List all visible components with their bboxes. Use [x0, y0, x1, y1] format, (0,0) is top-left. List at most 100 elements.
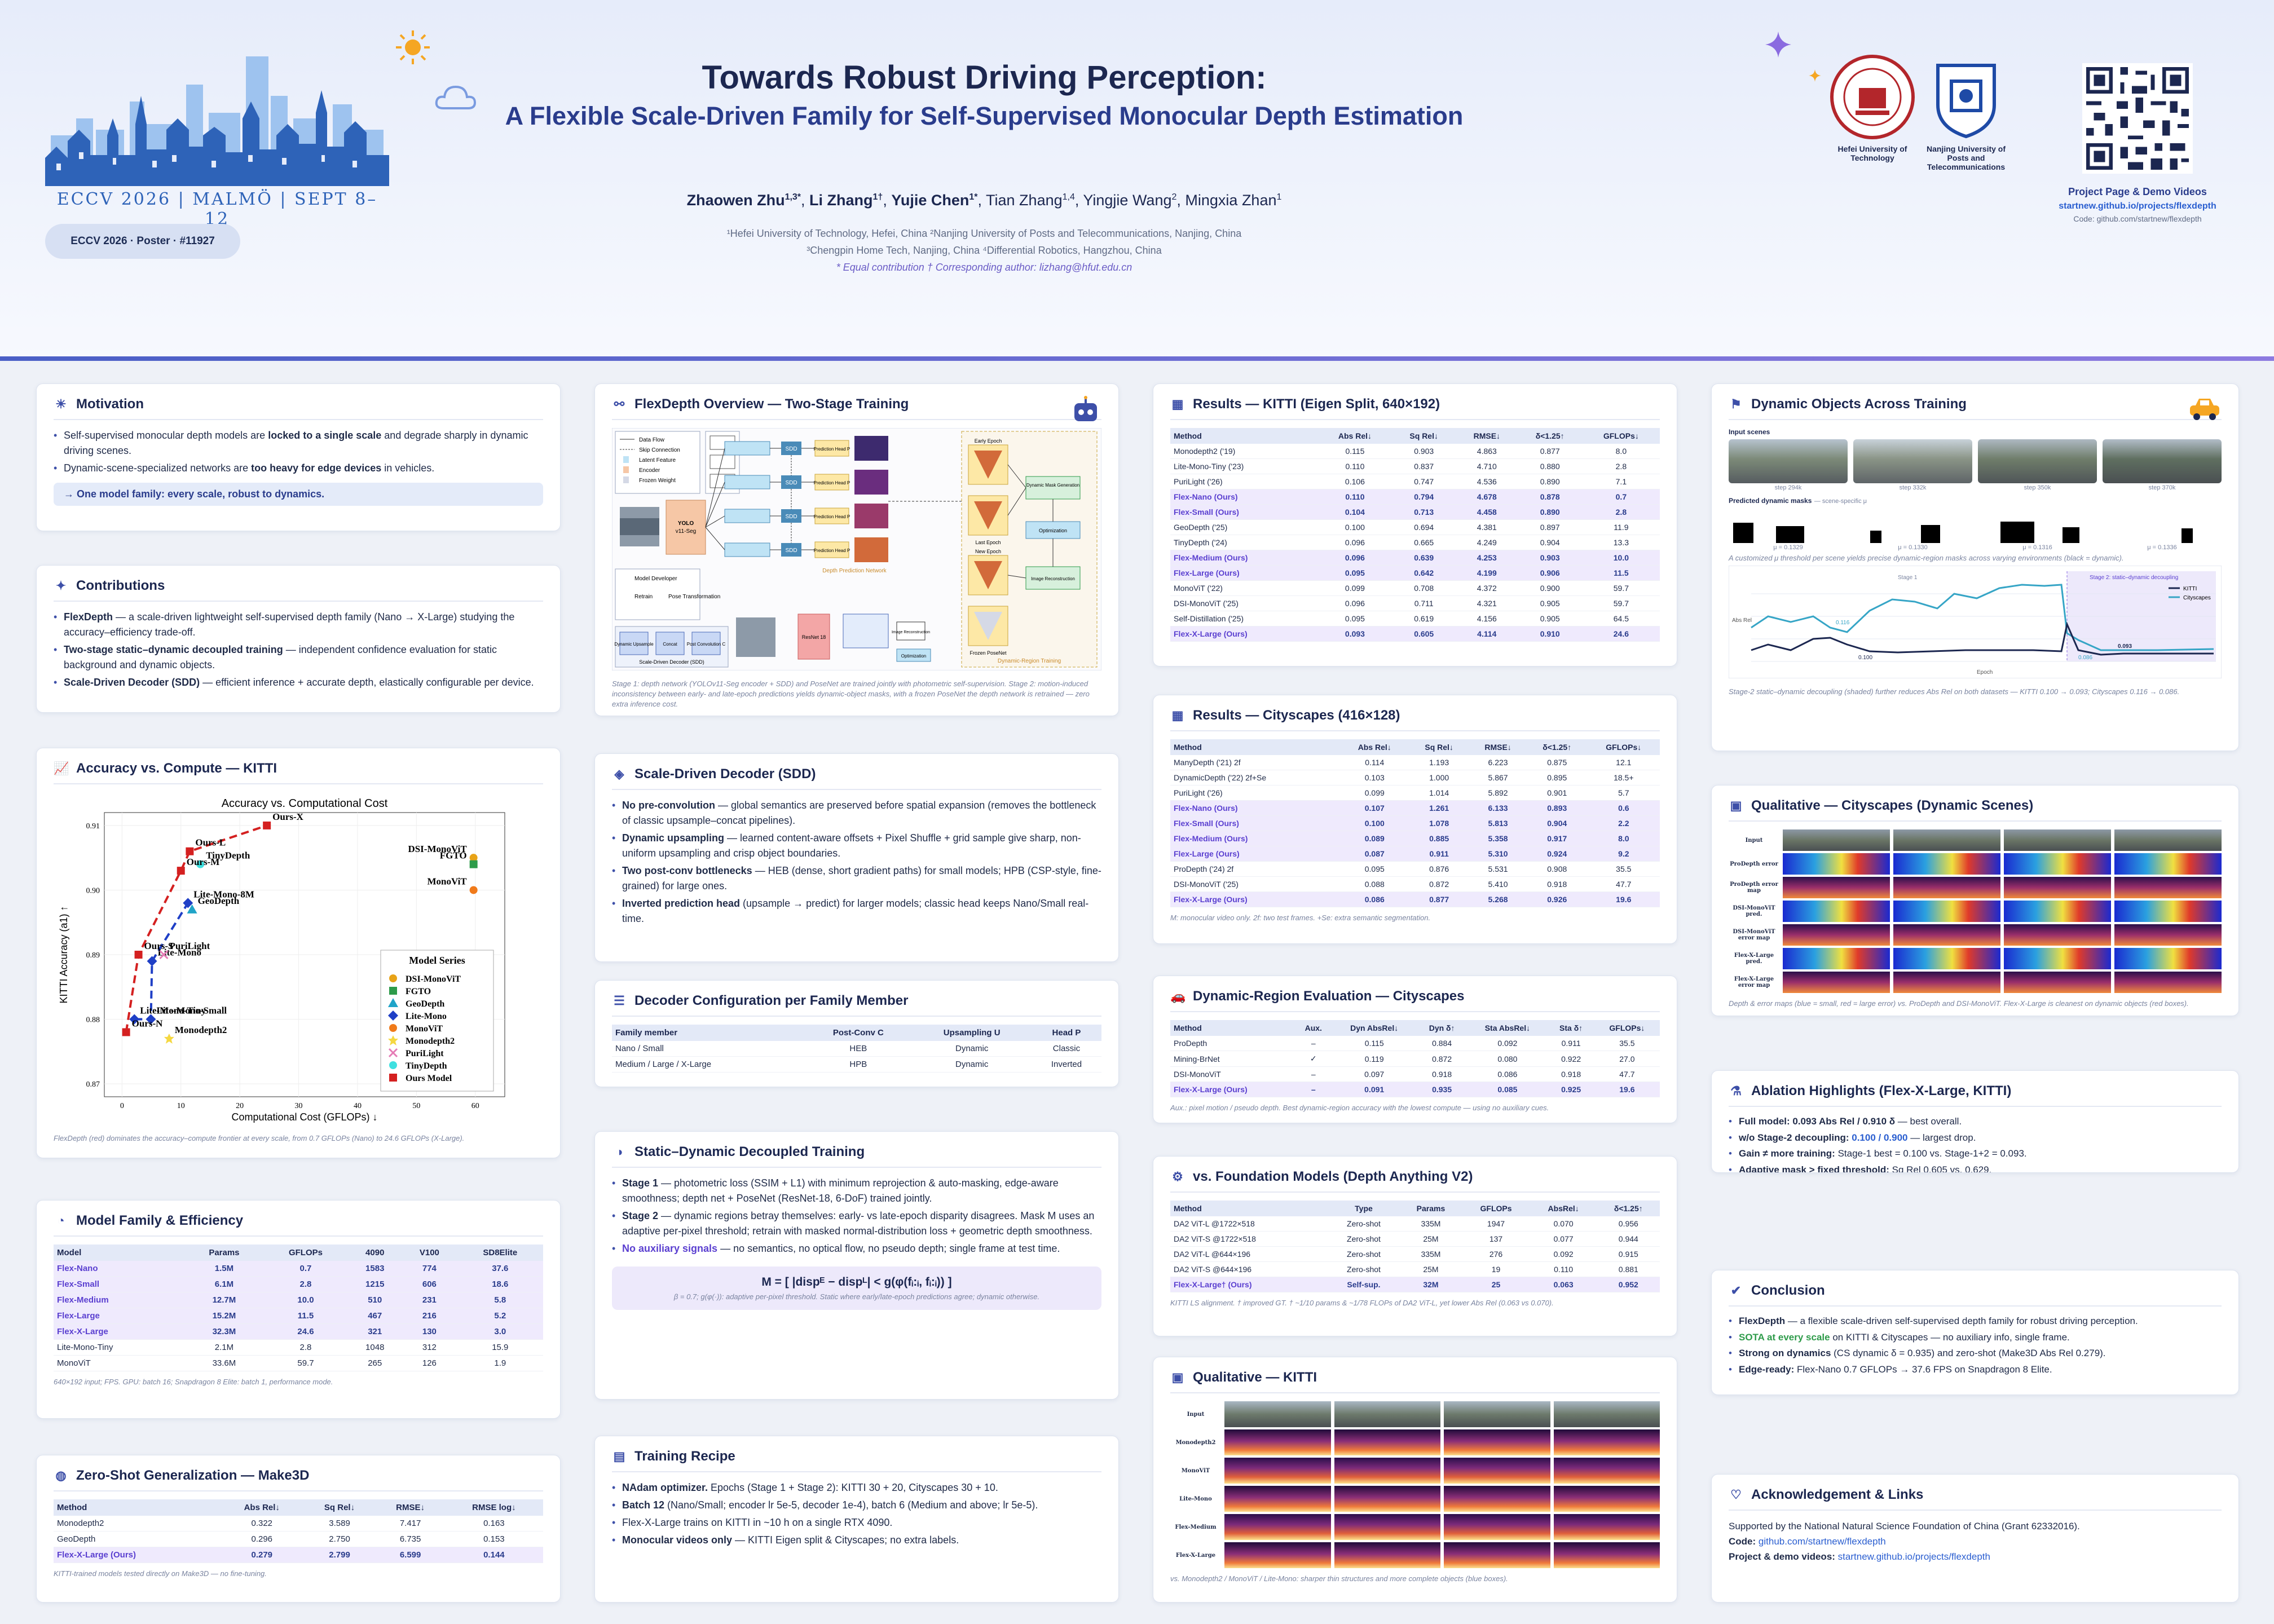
table-cell: 0.918 — [1416, 1066, 1467, 1082]
point-label: Ours-N — [132, 1018, 164, 1029]
table-cell: 6.735 — [376, 1531, 445, 1547]
svg-text:Frozen PoseNet: Frozen PoseNet — [969, 650, 1007, 656]
table-cell: 0.878 — [1517, 489, 1583, 505]
table-cell: Monodepth2 ('19) — [1170, 444, 1319, 459]
point-label: MonoViT — [427, 876, 467, 886]
column-header: δ<1.25↑ — [1517, 428, 1583, 444]
table-cell: ProDepth ('24) 2f — [1170, 861, 1341, 877]
table-cell: 0.100 — [1318, 519, 1392, 535]
column-header: RMSE log↓ — [444, 1499, 543, 1516]
table-cell: 0.904 — [1526, 815, 1588, 831]
foundation-title: vs. Foundation Models (Depth Anything V2… — [1193, 1169, 1473, 1184]
table-cell: 0.906 — [1517, 565, 1583, 581]
absrel-chart-caption: Stage-2 static–dynamic decoupling (shade… — [1729, 687, 2180, 696]
column-header: Family member — [612, 1025, 805, 1041]
qualitative-image — [1893, 948, 2000, 969]
gauge-icon: ◔ — [57, 1213, 65, 1228]
table-cell: 0.619 — [1391, 611, 1456, 626]
table-cell: 0.119 — [1332, 1051, 1417, 1067]
hfut-caption: Hefei University of Technology — [1837, 144, 1907, 162]
svg-text:SDD: SDD — [785, 480, 797, 486]
qualitative-row: Flex-X-Large — [1170, 1542, 1660, 1568]
column-header: Sq Rel↓ — [1409, 739, 1470, 755]
column-header: RMSE↓ — [1456, 428, 1518, 444]
qualitative-kitti-card: ▣ Qualitative — KITTI Input Monodepth2 Mono… — [1153, 1357, 1677, 1603]
table-cell: Flex-X-Large (Ours) — [1170, 1082, 1295, 1097]
svg-text:Depth Prediction Network: Depth Prediction Network — [822, 568, 887, 574]
svg-text:Pose Transformation: Pose Transformation — [668, 594, 720, 600]
dynamic-mask-image — [1853, 508, 1972, 543]
demo-link[interactable]: startnew.github.io/projects/flexdepth — [1837, 1551, 1990, 1563]
table-cell: Zero-shot — [1328, 1261, 1400, 1277]
table-cell: 25M — [1399, 1231, 1462, 1247]
svg-text:Last Epoch: Last Epoch — [975, 540, 1001, 545]
table-cell: 0.096 — [1318, 535, 1392, 550]
contribution-item: Scale-Driven Decoder (SDD) — efficient i… — [54, 675, 543, 690]
ablation-item: Gain ≠ more training: Stage-1 best = 0.1… — [1729, 1147, 2222, 1161]
table-cell: 0.908 — [1526, 861, 1588, 877]
table-cell: 0.6 — [1587, 800, 1660, 816]
table-cell: 0.099 — [1340, 785, 1409, 801]
table-cell: 0.918 — [1548, 1066, 1594, 1082]
table-cell: 0.922 — [1548, 1051, 1594, 1067]
table-cell: GeoDepth ('25) — [1170, 519, 1319, 535]
table-cell: 0.106 — [1318, 474, 1392, 489]
check-circle-icon: ✔ — [1730, 1283, 1742, 1298]
table-cell: 0.080 — [1467, 1051, 1548, 1067]
table-cell: 2.1M — [185, 1339, 263, 1356]
table-cell: 4.863 — [1456, 444, 1518, 459]
poster-title-line2: A Flexible Scale-Driven Family for Self-… — [505, 102, 1464, 130]
table-cell: 25M — [1399, 1261, 1462, 1277]
qr-code-image[interactable] — [2082, 63, 2193, 174]
contributions-title: Contributions — [76, 578, 165, 593]
row-label: Lite-Mono — [1179, 1495, 1212, 1502]
car-icon: 🚗 — [1170, 989, 1186, 1003]
table-cell: 32M — [1399, 1277, 1462, 1292]
table-cell: 19 — [1462, 1261, 1530, 1277]
table-cell: DA2 ViT-L @644×196 — [1170, 1246, 1328, 1262]
table-row: Flex-X-Large (Ours) 0.279 2.799 6.599 0.144 — [54, 1547, 543, 1563]
qualitative-image — [1224, 1514, 1331, 1540]
column-header: Dyn AbsRel↓ — [1332, 1020, 1417, 1036]
conclusion-item: Strong on dynamics (CS dynamic δ = 0.935… — [1729, 1347, 2222, 1361]
table-row: Lite-Mono-Tiny 2.1M 2.8 1048 312 15.9 — [54, 1339, 543, 1356]
svg-text:Frozen Weight: Frozen Weight — [639, 478, 676, 484]
motivation-item: Self-supervised monocular depth models a… — [54, 428, 543, 458]
table-cell: 0.917 — [1526, 831, 1588, 846]
lightbulb-icon: ☀ — [55, 397, 67, 411]
table-cell: 27.0 — [1594, 1051, 1660, 1067]
table-cell: 2.8 — [263, 1276, 349, 1292]
conclusion-card: ✔ Conclusion FlexDepth — a flexible scale… — [1711, 1270, 2239, 1395]
qualitative-row: DSI-MonoViT pred. — [1729, 901, 2222, 922]
table-cell: 3.589 — [303, 1516, 376, 1532]
bar-chart-icon: ▦ — [1171, 397, 1184, 411]
table-row: Flex-Medium 12.7M 10.0 510 231 5.8 — [54, 1292, 543, 1308]
point-label: DSI-MonoViT — [408, 844, 467, 854]
code-link[interactable]: github.com/startnew/flexdepth — [1758, 1536, 1886, 1547]
qualitative-image — [1783, 972, 1890, 993]
qualitative-image — [2114, 901, 2222, 922]
table-cell: 15.2M — [185, 1308, 263, 1324]
model-family-card: ◔ Model Family & Efficiency Model Params GF… — [36, 1200, 561, 1419]
qr-project-url[interactable]: startnew.github.io/projects/flexdepth — [2059, 201, 2216, 211]
qualitative-image — [2114, 877, 2222, 898]
conclusion-title: Conclusion — [1751, 1283, 1825, 1298]
affiliations-line1: ¹Hefei University of Technology, Hefei, … — [726, 228, 1242, 239]
table-cell: 18.5+ — [1587, 770, 1660, 785]
table-cell: 1947 — [1462, 1216, 1530, 1232]
x-tick-label: 30 — [295, 1102, 303, 1110]
table-cell: 6.223 — [1469, 755, 1527, 770]
qualitative-image — [1334, 1401, 1440, 1427]
foundation-models-card: ⚙ vs. Foundation Models (Depth Anything V… — [1153, 1156, 1677, 1336]
table-row: Flex-Medium (Ours) 0.096 0.639 4.253 0.903 10… — [1170, 550, 1660, 566]
masks-label: Predicted dynamic masks — [1729, 497, 1812, 505]
table-cell: Flex-Large (Ours) — [1170, 565, 1319, 581]
table-cell: – — [1294, 1066, 1332, 1082]
table-cell: 0.100 — [1340, 815, 1409, 831]
table-cell: 0.872 — [1416, 1051, 1467, 1067]
svg-text:Skip Connection: Skip Connection — [639, 447, 680, 453]
masks-caption: A customized μ threshold per scene yield… — [1729, 554, 2124, 562]
table-cell: 0.096 — [1318, 550, 1392, 566]
decoupled-title: Static–Dynamic Decoupled Training — [634, 1144, 865, 1159]
motivation-list: Self-supervised monocular depth models a… — [54, 428, 543, 476]
